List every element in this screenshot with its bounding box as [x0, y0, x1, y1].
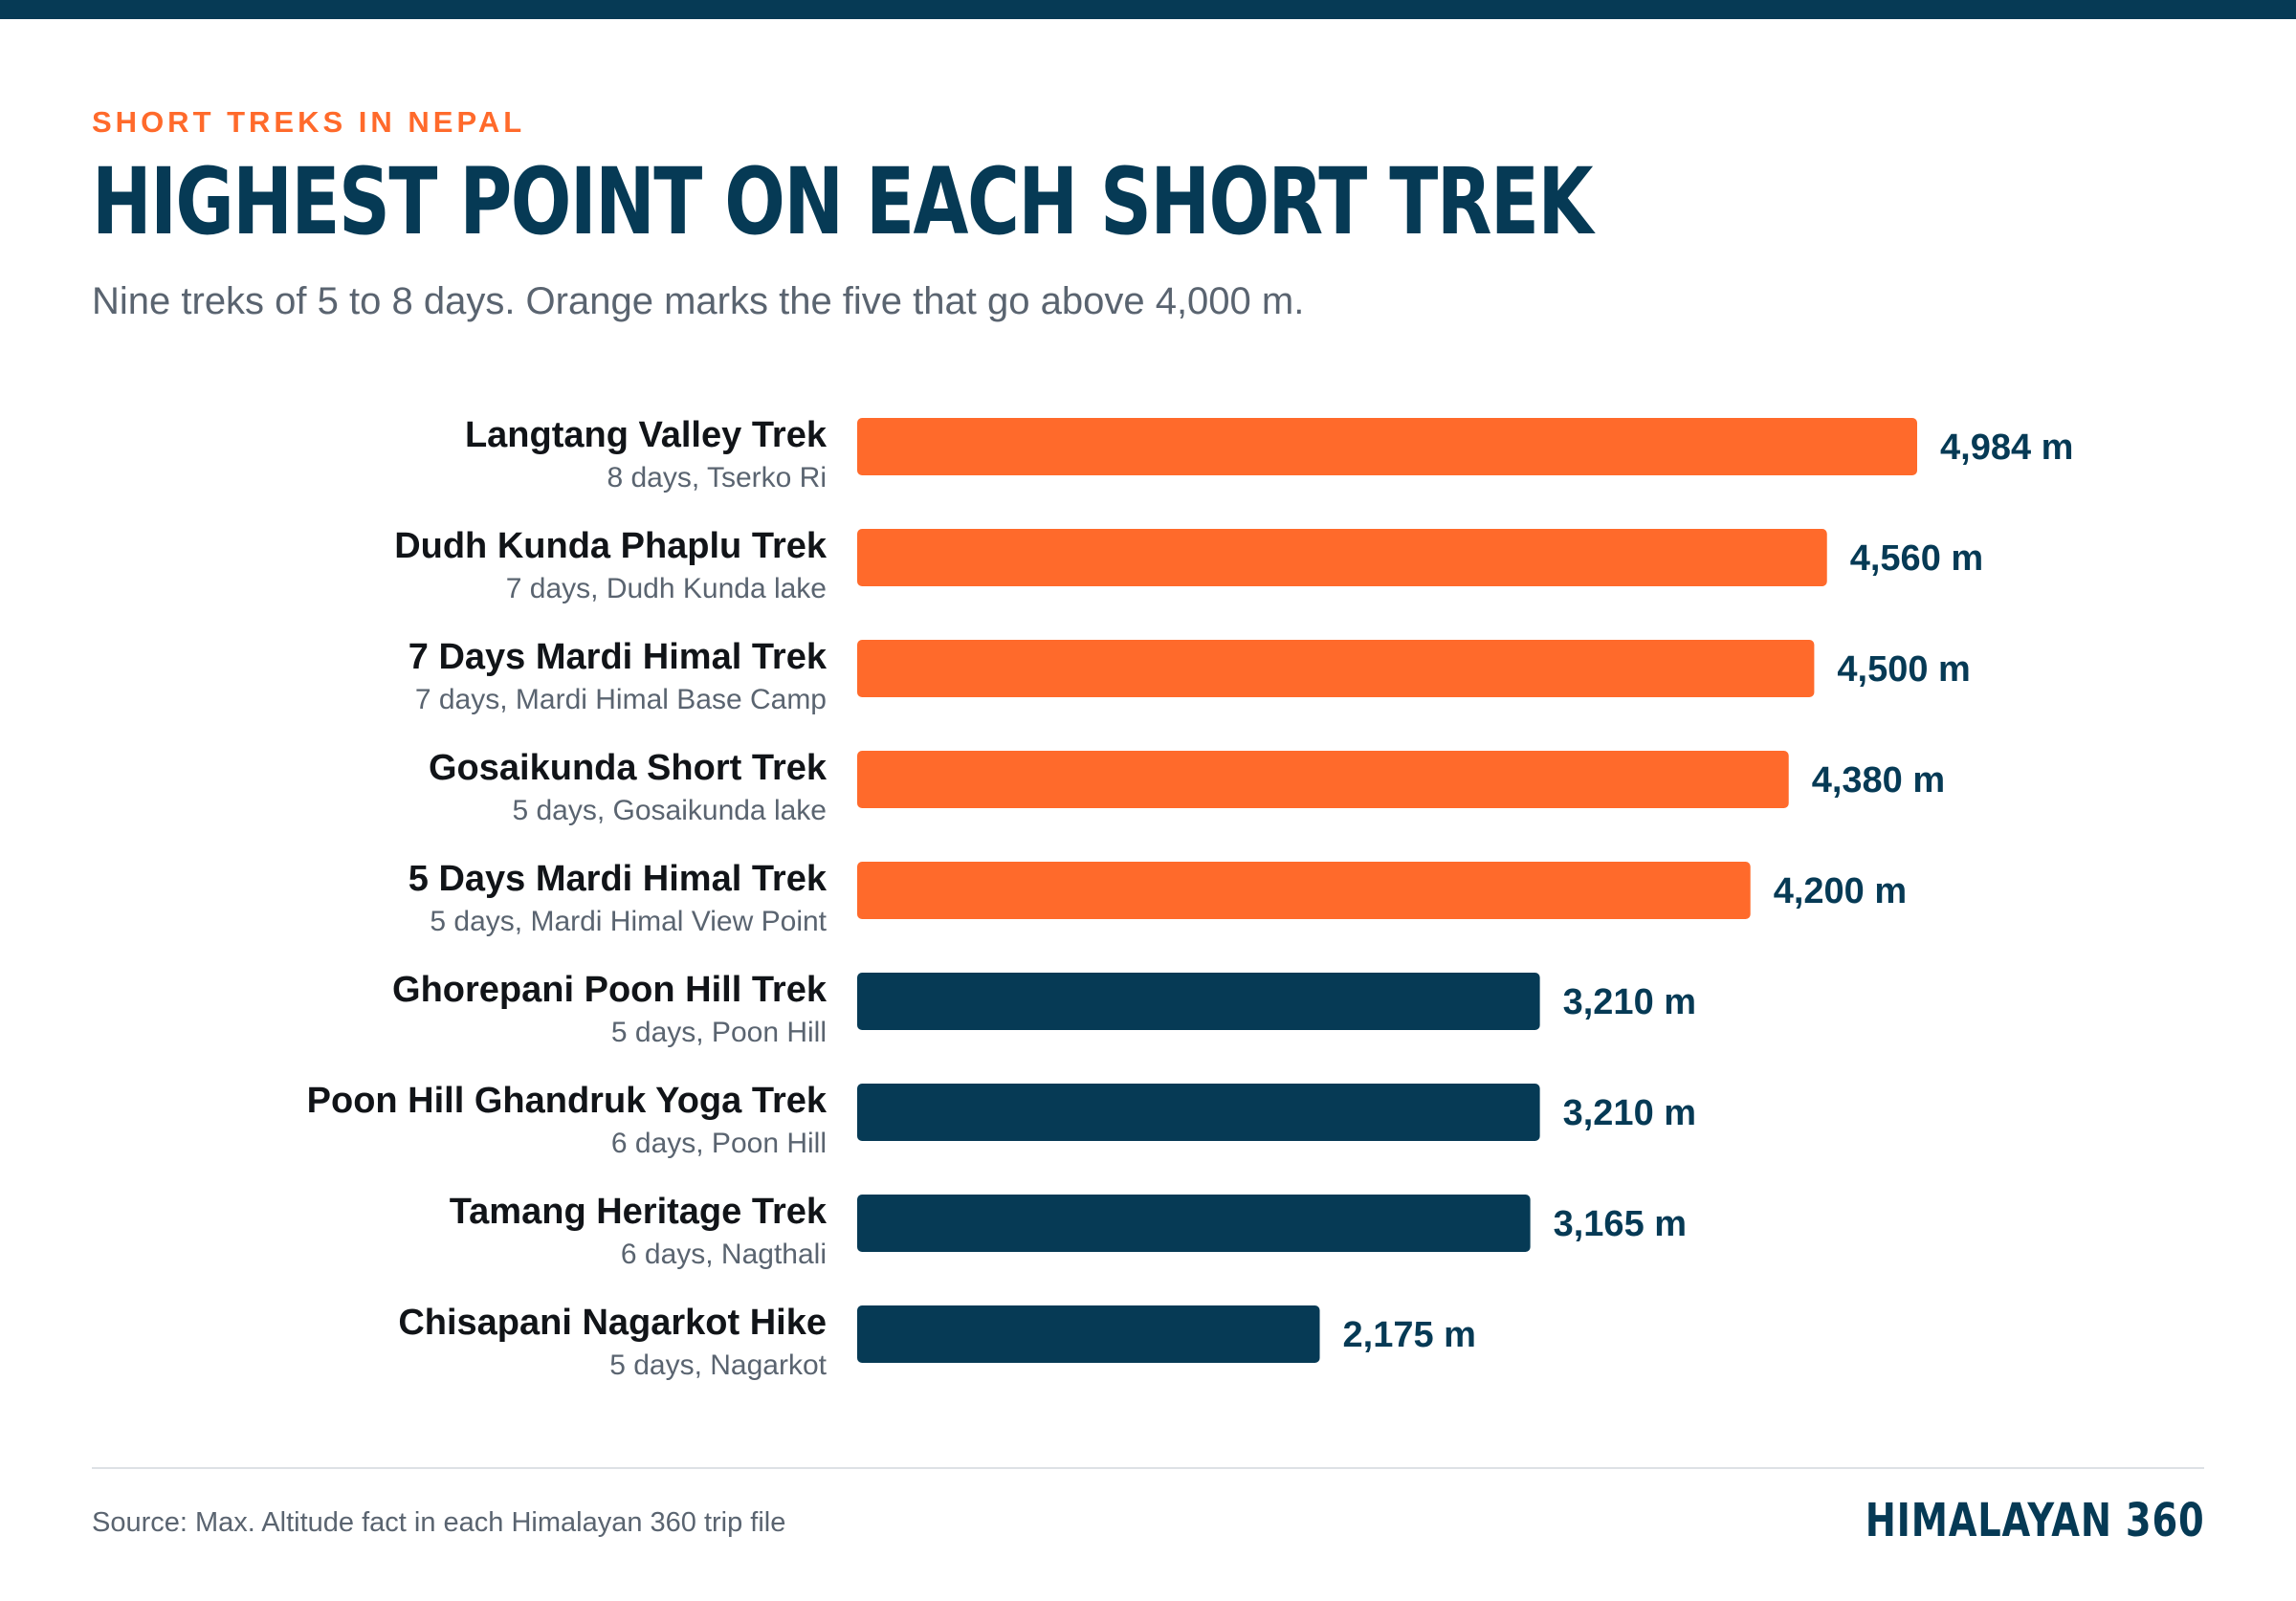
- value-label-7: 3,165 m: [1554, 1204, 1687, 1244]
- bar-chart: 4,984 m Langtang Valley Trek 8 days, Tserk…: [307, 415, 2074, 1381]
- category-sublabel-2: 7 days, Mardi Himal Base Camp: [415, 684, 827, 715]
- value-label-4: 4,200 m: [1774, 871, 1907, 911]
- category-sublabel-0: 8 days, Tserko Ri: [607, 462, 827, 493]
- chart-title: HIGHEST POINT ON EACH SHORT TREK: [92, 148, 1594, 255]
- bar-3: [857, 751, 1789, 808]
- bar-8: [857, 1305, 1320, 1363]
- value-label-1: 4,560 m: [1850, 538, 1983, 579]
- bar-6: [857, 1084, 1540, 1141]
- value-label-0: 4,984 m: [1940, 428, 2073, 468]
- category-sublabel-1: 7 days, Dudh Kunda lake: [506, 573, 827, 604]
- bar-2: [857, 640, 1815, 697]
- category-label-7: Tamang Heritage Trek: [450, 1192, 828, 1232]
- bar-4: [857, 862, 1751, 919]
- category-label-1: Dudh Kunda Phaplu Trek: [394, 526, 828, 566]
- category-label-2: 7 Days Mardi Himal Trek: [408, 637, 828, 677]
- chart-eyebrow: SHORT TREKS IN NEPAL: [92, 105, 526, 139]
- category-label-5: Ghorepani Poon Hill Trek: [392, 970, 828, 1010]
- value-label-5: 3,210 m: [1563, 982, 1696, 1022]
- bar-1: [857, 529, 1827, 586]
- brand-logo: HIMALAYAN 360: [1865, 1494, 2204, 1547]
- bar-5: [857, 973, 1540, 1030]
- footer-divider: [92, 1467, 2204, 1469]
- value-label-3: 4,380 m: [1812, 760, 1945, 800]
- bar-0: [857, 418, 1917, 475]
- category-sublabel-8: 5 days, Nagarkot: [609, 1349, 827, 1381]
- value-label-6: 3,210 m: [1563, 1093, 1696, 1133]
- category-label-4: 5 Days Mardi Himal Trek: [408, 859, 828, 899]
- category-sublabel-6: 6 days, Poon Hill: [611, 1128, 827, 1159]
- category-label-0: Langtang Valley Trek: [465, 415, 828, 455]
- value-label-8: 2,175 m: [1343, 1315, 1476, 1355]
- category-sublabel-7: 6 days, Nagthali: [621, 1239, 827, 1270]
- category-label-6: Poon Hill Ghandruk Yoga Trek: [307, 1081, 828, 1121]
- top-accent-bar: [0, 0, 2296, 19]
- category-label-3: Gosaikunda Short Trek: [429, 748, 828, 788]
- chart-subtitle: Nine treks of 5 to 8 days. Orange marks …: [92, 280, 1305, 322]
- category-label-8: Chisapani Nagarkot Hike: [398, 1303, 827, 1343]
- value-label-2: 4,500 m: [1837, 649, 1970, 690]
- bar-7: [857, 1195, 1531, 1252]
- category-sublabel-4: 5 days, Mardi Himal View Point: [430, 906, 827, 937]
- category-sublabel-3: 5 days, Gosaikunda lake: [512, 795, 827, 826]
- category-sublabel-5: 5 days, Poon Hill: [611, 1017, 827, 1048]
- source-note: Source: Max. Altitude fact in each Himal…: [92, 1507, 786, 1538]
